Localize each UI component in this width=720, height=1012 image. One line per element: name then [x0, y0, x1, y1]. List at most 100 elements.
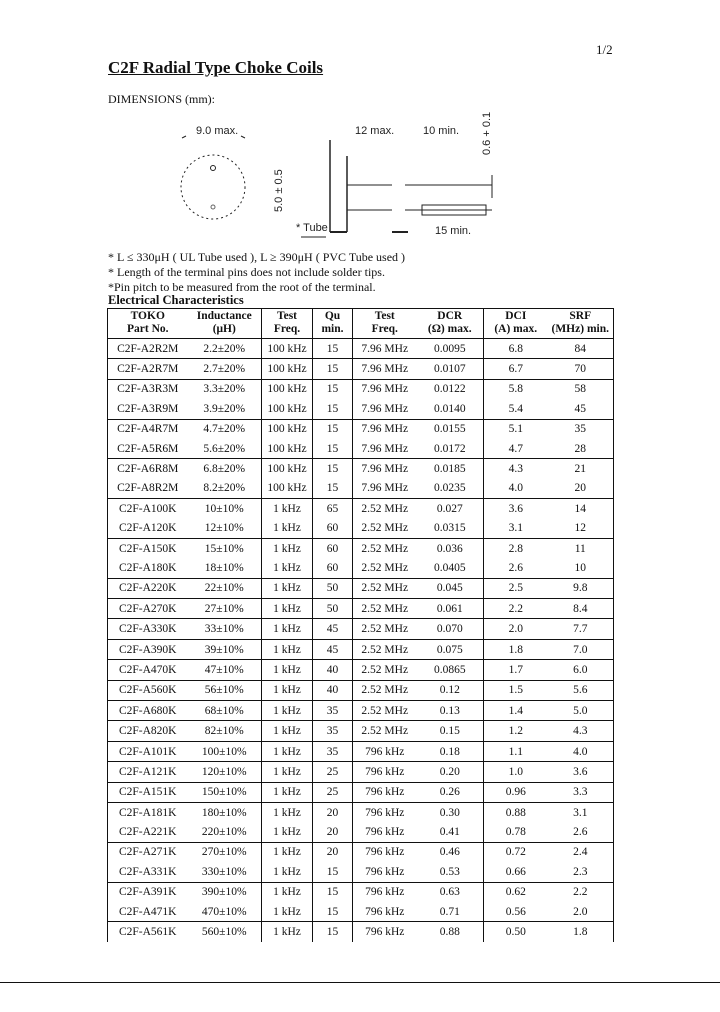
table-row: C2F-A8R2M 8.2±20% 100 kHz 15 7.96 MHz 0.0235 4…	[107, 478, 614, 499]
header-line: Freq.	[273, 323, 301, 335]
cell-srf-min: 12	[547, 518, 614, 539]
cell-dci-max: 6.8	[483, 337, 548, 359]
length-dimension-label: 12 max.	[355, 125, 394, 137]
cell-inductance: 39±10%	[187, 638, 262, 660]
cell-qu-min: 65	[312, 498, 353, 519]
cell-test-freq-2: 2.52 MHz	[352, 598, 417, 619]
cell-srf-min: 2.4	[547, 841, 614, 863]
table-row: C2F-A390K 39±10% 1 kHz 45 2.52 MHz 0.075 1.8 7.…	[107, 638, 614, 660]
cell-srf-min: 8.4	[547, 598, 614, 619]
cell-test-freq: 1 kHz	[261, 498, 313, 519]
cell-test-freq-2: 7.96 MHz	[352, 399, 417, 420]
cell-dci-max: 1.5	[483, 679, 548, 701]
cell-qu-min: 25	[312, 781, 353, 803]
cell-part-number: C2F-A181K	[107, 801, 188, 823]
header-line: min.	[321, 323, 344, 335]
table-row: C2F-A471K 470±10% 1 kHz 15 796 kHz 0.71 0.56 2.…	[107, 901, 614, 922]
cell-test-freq: 1 kHz	[261, 740, 313, 762]
cell-dci-max: 0.72	[483, 841, 548, 863]
cell-inductance: 15±10%	[187, 537, 262, 559]
cell-srf-min: 9.8	[547, 577, 614, 599]
cell-part-number: C2F-A3R9M	[107, 399, 188, 420]
note-pin-pitch: *Pin pitch to be measured from the root …	[108, 280, 376, 294]
page-number: 1/2	[596, 42, 613, 57]
cell-part-number: C2F-A3R3M	[107, 378, 188, 400]
cell-test-freq: 100 kHz	[261, 378, 313, 400]
cell-inductance: 18±10%	[204, 561, 244, 574]
header-line: Test	[374, 310, 395, 322]
cell-test-freq: 1 kHz	[261, 881, 313, 902]
cell-dcr-max: 0.63	[416, 881, 484, 902]
table-row: C2F-A120K 12±10% 1 kHz 60 2.52 MHz 0.0315 3.1 1…	[107, 518, 614, 539]
cell-dcr-max: 0.20	[416, 761, 484, 783]
header-test-freq: Test Freq.	[261, 308, 313, 339]
cell-part-number: C2F-A680K	[107, 700, 188, 721]
cell-test-freq-2: 7.96 MHz	[352, 358, 417, 380]
cell-test-freq: 100 kHz	[261, 438, 313, 459]
cell-srf-min: 70	[547, 358, 614, 380]
cell-dci-max: 0.96	[483, 781, 548, 803]
cell-test-freq-2: 796 kHz	[352, 761, 417, 783]
cell-part-number: C2F-A390K	[107, 638, 188, 660]
cell-dci-max: 5.1	[483, 418, 548, 439]
cell-part-number: C2F-A180K	[107, 558, 188, 579]
header-line: Test	[276, 310, 298, 322]
cell-part-number: C2F-A121K	[107, 761, 188, 783]
cell-inductance: 2.7±20%	[187, 358, 262, 380]
header-line: Inductance	[196, 310, 252, 322]
cell-qu-min: 15	[312, 399, 353, 420]
table-row: C2F-A121K 120±10% 1 kHz 25 796 kHz 0.20 1.0 3.6	[107, 761, 614, 783]
cell-srf-min: 3.6	[547, 761, 614, 783]
cell-part-number: C2F-A151K	[107, 781, 188, 803]
cell-srf-min: 2.3	[547, 862, 614, 883]
cell-test-freq-2: 796 kHz	[352, 901, 417, 922]
cell-part-number: C2F-A5R6M	[107, 438, 188, 459]
cell-dcr-max: 0.0140	[433, 402, 466, 415]
cell-qu-min: 15	[312, 378, 353, 400]
lead2-dimension-label: 15 min.	[435, 225, 471, 237]
cell-dci-max: 1.8	[483, 638, 548, 660]
cell-dci-max: 5.4	[483, 399, 548, 420]
cell-inductance: 8.2±20%	[203, 482, 246, 495]
header-line: (MHz) min.	[551, 323, 609, 335]
cell-part-number: C2F-A561K	[107, 921, 188, 942]
cell-dci-max: 4.3	[483, 458, 548, 479]
cell-test-freq: 100 kHz	[261, 478, 313, 499]
cell-test-freq-2: 7.96 MHz	[352, 478, 417, 499]
cell-srf-min: 45	[547, 399, 614, 420]
cell-qu-min: 15	[312, 862, 353, 883]
section-heading: Electrical Characteristics	[108, 293, 244, 307]
cell-inductance: 390±10%	[187, 881, 262, 902]
table-row: C2F-A220K 22±10% 1 kHz 50 2.52 MHz 0.045 2.5 9.…	[107, 577, 614, 599]
cell-dci-max: 1.4	[483, 700, 548, 721]
cell-dcr-max: 0.0155	[416, 418, 484, 439]
cell-srf-min: 1.8	[547, 921, 614, 942]
cell-srf-min: 5.6	[547, 679, 614, 701]
cell-srf-min: 2.6	[547, 822, 614, 843]
cell-dci-max: 2.5	[483, 577, 548, 599]
cell-inductance: 3.3±20%	[187, 378, 262, 400]
header-line: SRF	[569, 310, 592, 322]
cell-srf-min: 3.1	[547, 801, 614, 823]
cell-qu-min: 45	[312, 618, 353, 640]
cell-dci-max: 2.0	[483, 618, 548, 640]
cell-dcr-max: 0.045	[416, 577, 484, 599]
cell-dci-max: 5.8	[483, 378, 548, 400]
cell-qu-min: 20	[312, 841, 353, 863]
cell-test-freq-2: 2.52 MHz	[352, 638, 417, 660]
cell-inductance: 27±10%	[187, 598, 262, 619]
cell-qu-min: 15	[312, 337, 353, 359]
cell-test-freq-2: 796 kHz	[352, 881, 417, 902]
cell-srf-min: 2.0	[547, 901, 614, 922]
cell-test-freq-2: 796 kHz	[352, 822, 417, 843]
cell-dcr-max: 0.71	[439, 905, 460, 918]
table-row: C2F-A221K 220±10% 1 kHz 20 796 kHz 0.41 0.78 2.…	[107, 822, 614, 843]
table-row: C2F-A3R3M 3.3±20% 100 kHz 15 7.96 MHz 0.0122 5…	[107, 378, 614, 400]
cell-test-freq-2: 2.52 MHz	[352, 720, 417, 742]
cell-inductance: 56±10%	[187, 679, 262, 701]
cell-test-freq: 1 kHz	[261, 618, 313, 640]
cell-part-number: C2F-A2R7M	[107, 358, 188, 380]
cell-dcr-max: 0.0095	[416, 337, 484, 359]
cell-qu-min: 35	[312, 740, 353, 762]
table-row: C2F-A560K 56±10% 1 kHz 40 2.52 MHz 0.12 1.5 5.6	[107, 679, 614, 701]
